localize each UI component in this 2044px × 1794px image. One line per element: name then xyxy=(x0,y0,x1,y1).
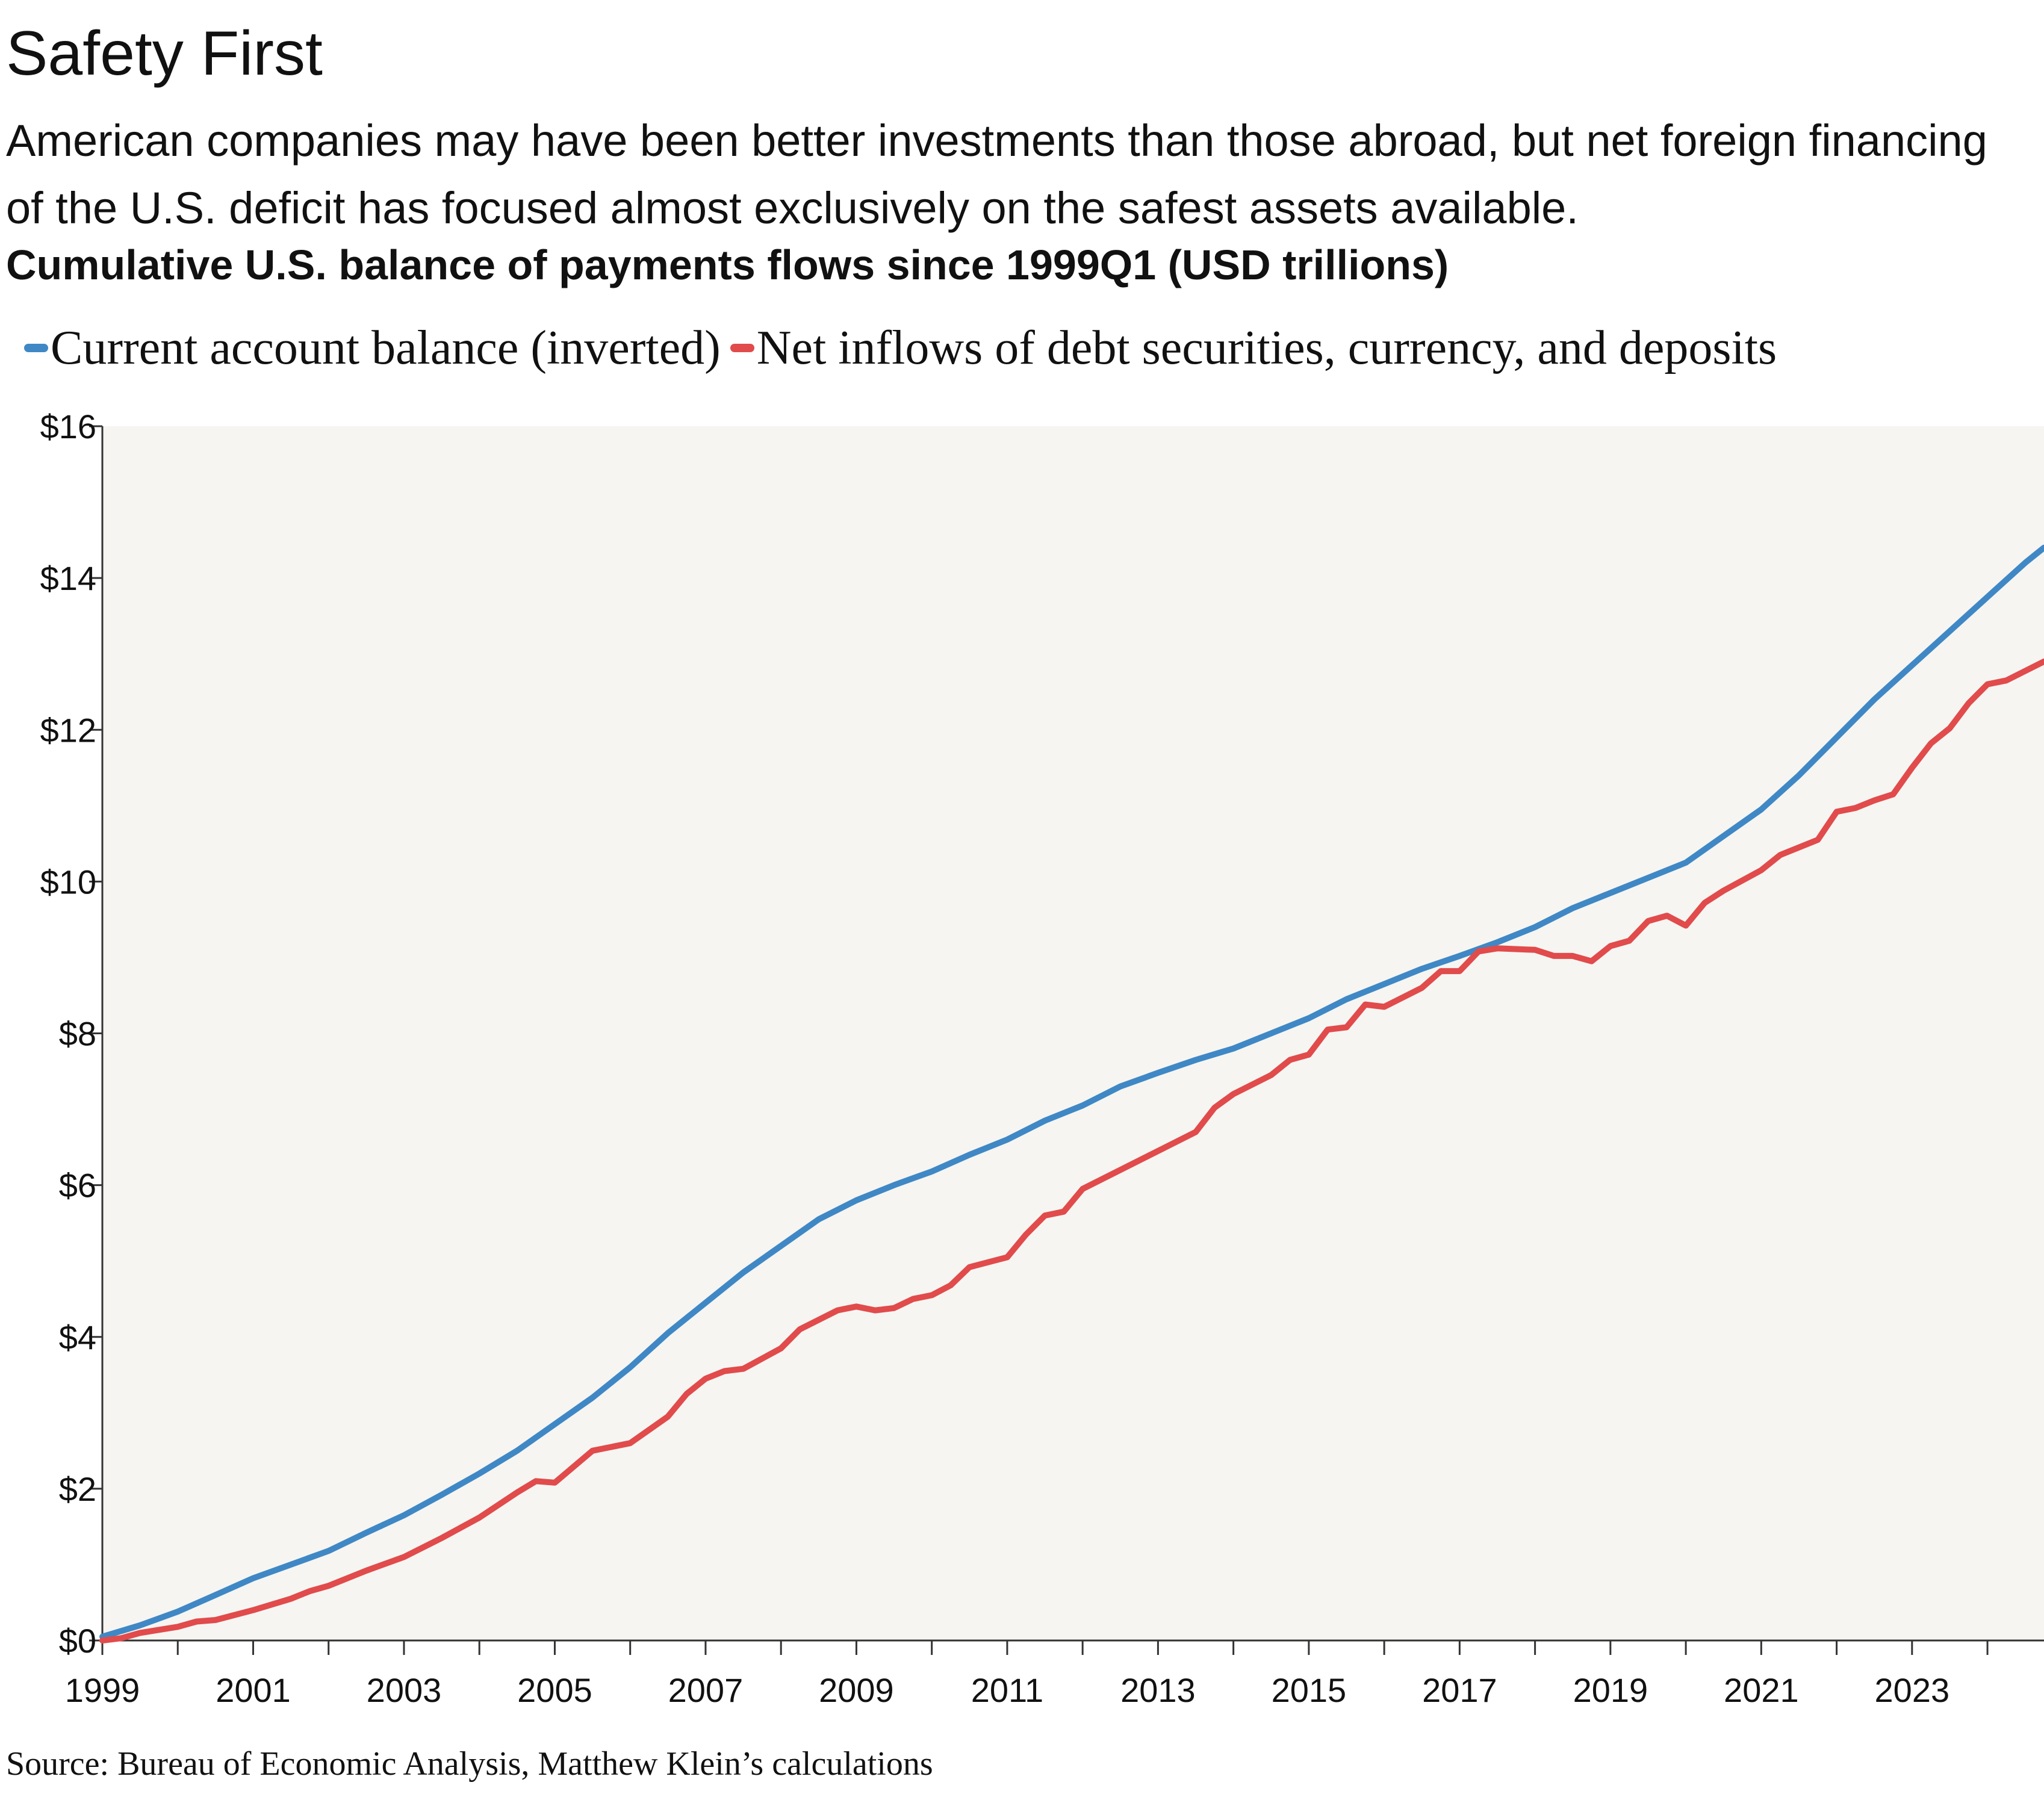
x-tick-label: 2019 xyxy=(1573,1671,1648,1709)
x-tick-label: 2015 xyxy=(1272,1671,1347,1709)
y-tick-label: $10 xyxy=(40,863,96,901)
x-tick-label: 2021 xyxy=(1724,1671,1799,1709)
x-tick-label: 2013 xyxy=(1120,1671,1196,1709)
y-tick-label: $2 xyxy=(59,1470,96,1508)
legend-swatch-net-inflows xyxy=(730,344,754,352)
x-tick-label: 2017 xyxy=(1422,1671,1497,1709)
legend-label-current-account: Current account balance (inverted) xyxy=(51,321,721,374)
plot-area xyxy=(102,426,2044,1640)
source-note: Source: Bureau of Economic Analysis, Mat… xyxy=(6,1745,933,1783)
x-tick-label: 1999 xyxy=(65,1671,140,1709)
legend-item-current-account: Current account balance (inverted) xyxy=(24,321,721,376)
chart-title: Cumulative U.S. balance of payments flow… xyxy=(6,241,1449,288)
page-title: Safety First xyxy=(6,19,323,88)
x-tick-label: 2007 xyxy=(668,1671,744,1709)
series-line-net-inflows xyxy=(99,658,2044,1643)
x-tick-label: 2001 xyxy=(216,1671,291,1709)
y-tick-label: $8 xyxy=(59,1015,96,1053)
y-tick-label: $16 xyxy=(40,408,96,445)
x-tick-label: 2005 xyxy=(517,1671,592,1709)
legend-item-net-inflows: Net inflows of debt securities, currency… xyxy=(730,321,1777,376)
legend-label-net-inflows: Net inflows of debt securities, currency… xyxy=(756,321,1777,374)
y-tick-label: $12 xyxy=(40,711,96,749)
legend-swatch-current-account xyxy=(24,344,48,352)
x-tick-label: 2011 xyxy=(971,1671,1043,1709)
y-tick-label: $4 xyxy=(59,1318,96,1356)
y-tick-label: $6 xyxy=(59,1167,96,1205)
chart-legend: Current account balance (inverted) Net i… xyxy=(24,319,1786,377)
y-tick-label: $14 xyxy=(40,559,96,597)
x-tick-label: 2009 xyxy=(819,1671,894,1709)
page-subtitle: American companies may have been better … xyxy=(6,116,1987,233)
series-line-current-account xyxy=(99,544,2044,1640)
y-tick-label: $0 xyxy=(59,1622,96,1660)
x-tick-label: 2023 xyxy=(1875,1671,1950,1709)
x-tick-label: 2003 xyxy=(367,1671,442,1709)
